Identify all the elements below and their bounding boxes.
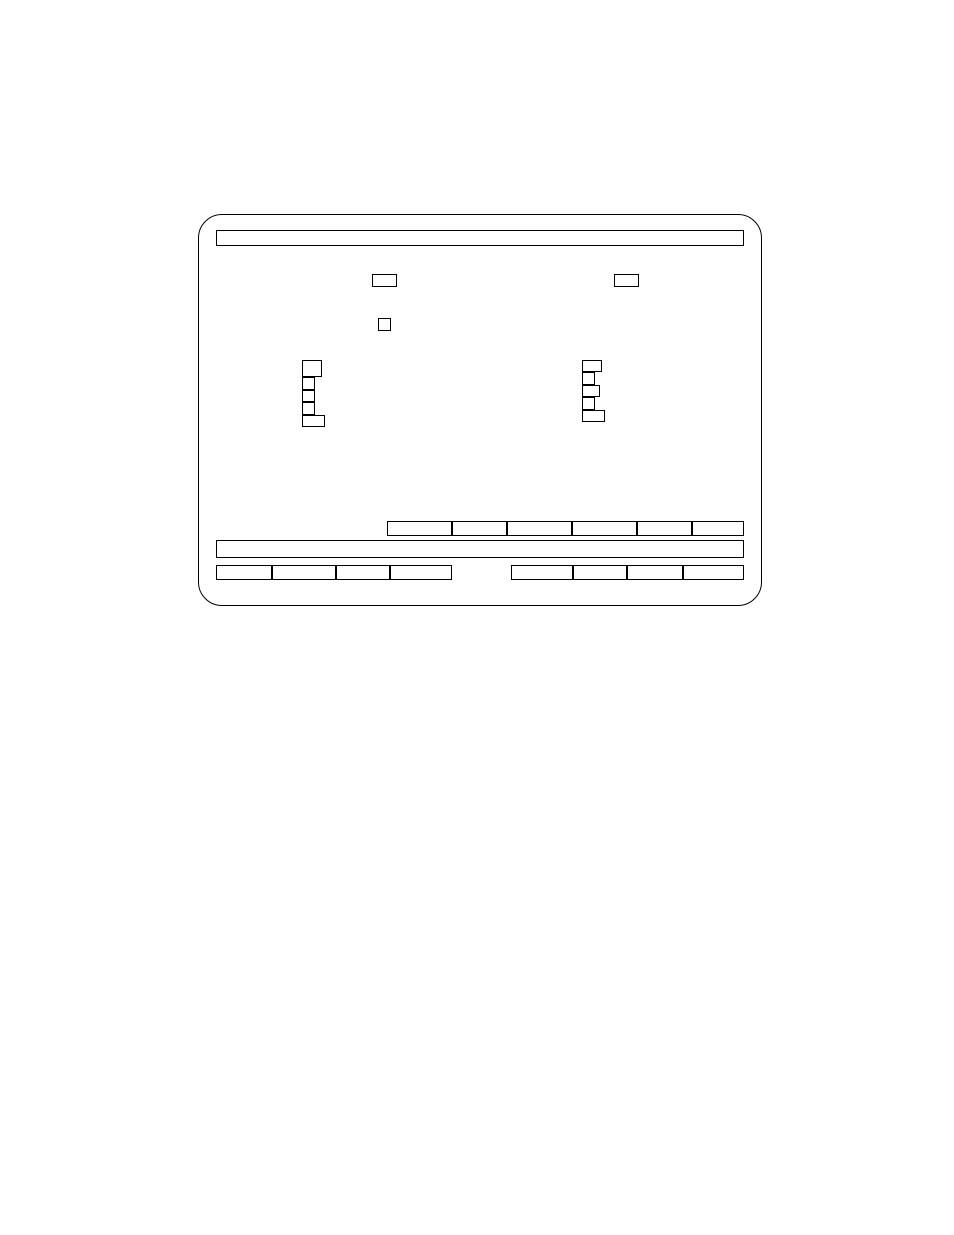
box-col2-d — [582, 397, 595, 410]
box-band1-6 — [692, 521, 744, 536]
box-band2-2 — [272, 565, 336, 580]
box-band2-3 — [336, 565, 390, 580]
box-upper-left — [372, 274, 397, 287]
box-col1-e — [302, 415, 325, 427]
box-col2-a — [582, 360, 602, 372]
box-band2-7 — [627, 565, 683, 580]
box-col2-e — [582, 410, 605, 422]
box-upper-right — [614, 274, 639, 287]
box-col2-b — [582, 372, 595, 385]
box-band2-5 — [511, 565, 573, 580]
box-col2-c — [582, 385, 600, 397]
box-band2-4 — [390, 565, 452, 580]
box-top-bar — [216, 230, 744, 246]
box-band2-1 — [216, 565, 272, 580]
box-band1-5 — [637, 521, 692, 536]
box-band2-6 — [573, 565, 627, 580]
box-col1-d — [302, 402, 315, 415]
box-col1-c — [302, 390, 315, 402]
box-col1-a — [302, 360, 322, 377]
box-band1-2 — [452, 521, 507, 536]
box-band1-1 — [387, 521, 452, 536]
box-band2-8 — [683, 565, 744, 580]
box-small-square — [378, 318, 391, 331]
box-col1-b — [302, 377, 315, 390]
box-band1-4 — [572, 521, 637, 536]
box-band1-3 — [507, 521, 572, 536]
box-big-bar — [216, 540, 744, 558]
